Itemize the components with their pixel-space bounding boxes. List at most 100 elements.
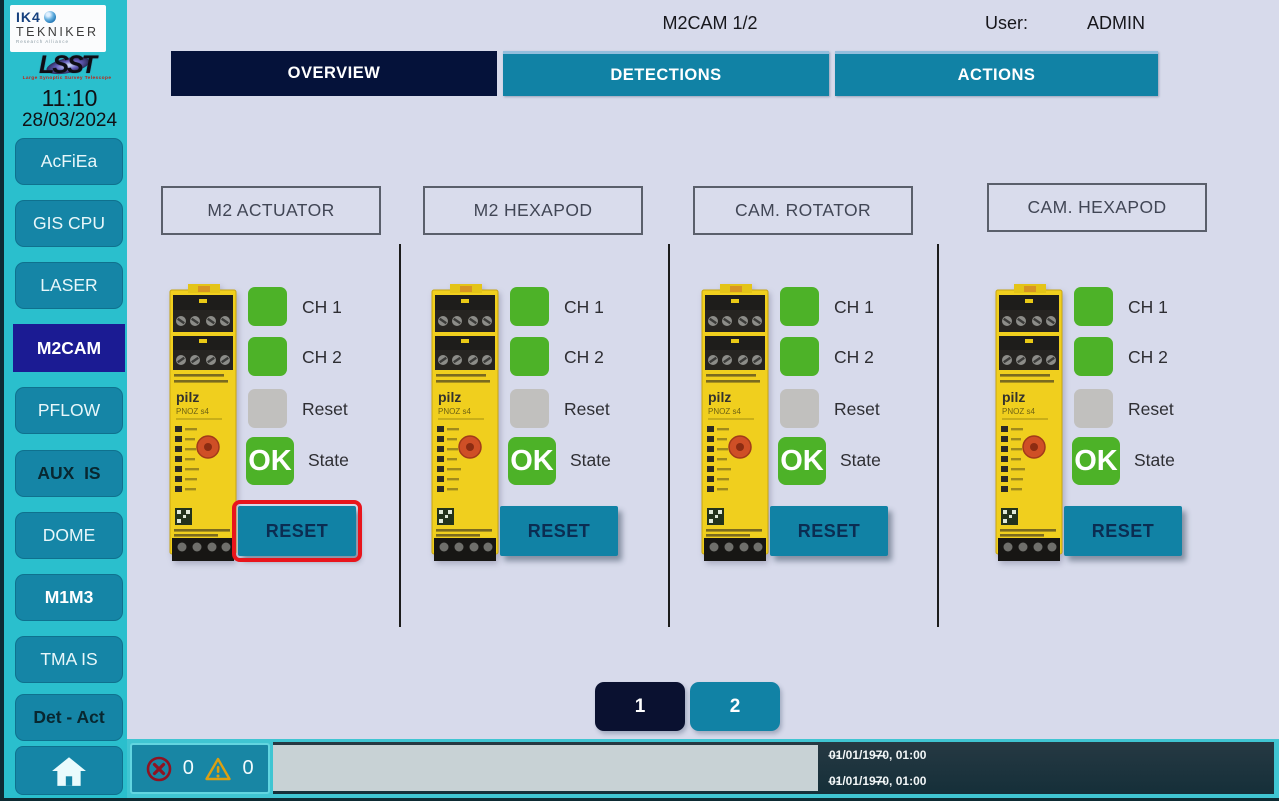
ch1-label: CH 1 (1128, 297, 1168, 317)
page-button-1[interactable]: 1 (595, 682, 685, 731)
sidebar-item-gis-cpu[interactable]: GIS CPU (15, 200, 123, 247)
ik4-tekniker-logo: IK4 TEKNIKER Research Alliance (10, 5, 106, 52)
ch1-indicator (780, 287, 819, 326)
sidebar-item-aux-is[interactable]: AUX IS (15, 450, 123, 497)
globe-icon (43, 11, 56, 23)
window-left-edge (0, 0, 4, 801)
ch1-label: CH 1 (302, 297, 342, 317)
ch2-indicator (1074, 337, 1113, 376)
state-indicator: OK (1072, 437, 1120, 485)
ch2-label: CH 2 (1128, 347, 1168, 367)
sidebar-item-laser[interactable]: LASER (15, 262, 123, 309)
sidebar-item-m2cam[interactable]: M2CAM (13, 324, 125, 372)
error-icon (146, 756, 172, 782)
panel-title: M2 HEXAPOD (423, 186, 643, 235)
ch2-indicator (510, 337, 549, 376)
sidebar-item-acfiea[interactable]: AcFiEa (15, 138, 123, 185)
status-bar: 0 0 01/01/1970, 01:00 --- --- --- 01/01/… (127, 739, 1279, 798)
event-col3-2: --- (873, 774, 885, 788)
user-value: ADMIN (1087, 13, 1145, 33)
lsst-subtitle-text: Large Synoptic Survey Telescope (22, 76, 112, 81)
ch2-label: CH 2 (564, 347, 604, 367)
warning-icon (204, 756, 232, 782)
tekniker-logo-text: TEKNIKER (16, 25, 99, 39)
ch2-label: CH 2 (302, 347, 342, 367)
panel-m2-actuator: M2 ACTUATOR CH 1 CH 2 Reset OK State RES… (150, 180, 415, 650)
ch1-label: CH 1 (564, 297, 604, 317)
state-indicator: OK (508, 437, 556, 485)
panel-divider (399, 244, 401, 627)
sidebar-item-dome[interactable]: DOME (15, 512, 123, 559)
home-button[interactable] (15, 746, 123, 795)
reset-button[interactable]: RESET (1064, 506, 1182, 556)
ch1-label: CH 1 (834, 297, 874, 317)
panel-title: CAM. ROTATOR (693, 186, 913, 235)
sidebar-item-m1m3[interactable]: M1M3 (15, 574, 123, 621)
tab-overview[interactable]: OVERVIEW (171, 51, 497, 96)
clock-date: 28/03/2024 (21, 110, 118, 131)
event-col4-2: --- (874, 774, 886, 788)
ch2-indicator (248, 337, 287, 376)
reset-label: Reset (302, 399, 348, 419)
ch2-label: CH 2 (834, 347, 874, 367)
sidebar-item-det-act[interactable]: Det - Act (15, 694, 123, 741)
ch1-indicator (248, 287, 287, 326)
user-area: User: ADMIN (985, 13, 1145, 34)
clock-time: 11:10 (41, 85, 98, 111)
reset-button[interactable]: RESET (500, 506, 618, 556)
ch1-indicator (1074, 287, 1113, 326)
log-divider (404, 745, 405, 791)
reset-indicator (510, 389, 549, 428)
state-label: State (570, 450, 611, 470)
log-divider (405, 745, 818, 791)
reset-indicator (780, 389, 819, 428)
panel-title: M2 ACTUATOR (161, 186, 381, 235)
reset-button[interactable]: RESET (770, 506, 888, 556)
sidebar-item-tma-is[interactable]: TMA IS (15, 636, 123, 683)
panel-m2-hexapod: M2 HEXAPOD CH 1 CH 2 Reset OK State RESE… (412, 180, 677, 650)
state-indicator: OK (778, 437, 826, 485)
pilz-relay-image (428, 284, 502, 561)
reset-label: Reset (564, 399, 610, 419)
event-message-1: --- (828, 748, 840, 762)
sidebar-item-pflow[interactable]: PFLOW (15, 387, 123, 434)
reset-button[interactable]: RESET (232, 500, 362, 562)
sidebar: IK4 TEKNIKER Research Alliance LSST Larg… (4, 0, 127, 801)
event-col4-1: --- (874, 748, 886, 762)
state-indicator: OK (246, 437, 294, 485)
state-label: State (1134, 450, 1175, 470)
window-bottom-edge (0, 798, 1279, 801)
ch2-indicator (780, 337, 819, 376)
pilz-relay-image (992, 284, 1066, 561)
panel-divider (668, 244, 670, 627)
reset-label: Reset (1128, 399, 1174, 419)
state-label: State (308, 450, 349, 470)
panel-title: CAM. HEXAPOD (987, 183, 1207, 232)
error-count: 0 (182, 757, 194, 779)
event-message-2: --- (828, 774, 840, 788)
reset-indicator (248, 389, 287, 428)
panel-cam-hexapod: CAM. HEXAPOD CH 1 CH 2 Reset OK State RE… (976, 180, 1241, 650)
page-title: M2CAM 1/2 (662, 13, 758, 33)
alarm-counter-box: 0 0 (130, 743, 270, 794)
panel-cam-rotator: CAM. ROTATOR CH 1 CH 2 Reset OK State RE… (682, 180, 947, 650)
event-col3-1: --- (873, 748, 885, 762)
tab-detections[interactable]: DETECTIONS (503, 51, 829, 96)
warning-count: 0 (242, 757, 254, 779)
log-divider (273, 745, 404, 791)
reset-indicator (1074, 389, 1113, 428)
reset-label: Reset (834, 399, 880, 419)
tab-actions[interactable]: ACTIONS (835, 51, 1158, 96)
pilz-relay-image (166, 284, 240, 561)
panel-divider (937, 244, 939, 627)
lsst-logo: LSST Large Synoptic Survey Telescope (12, 51, 122, 86)
user-label: User: (985, 13, 1029, 33)
event-log-panel: 01/01/1970, 01:00 --- --- --- 01/01/1970… (273, 742, 1274, 794)
page-button-2[interactable]: 2 (690, 682, 780, 731)
research-alliance-text: Research Alliance (16, 39, 70, 44)
pilz-relay-image (698, 284, 772, 561)
lsst-logo-text: LSST (39, 51, 97, 79)
state-label: State (840, 450, 881, 470)
home-icon (51, 755, 87, 787)
ch1-indicator (510, 287, 549, 326)
